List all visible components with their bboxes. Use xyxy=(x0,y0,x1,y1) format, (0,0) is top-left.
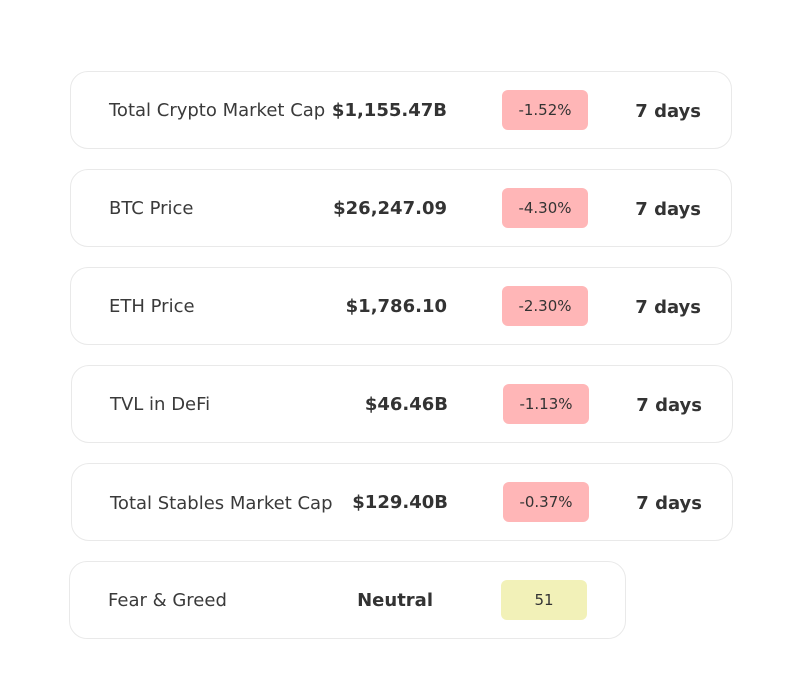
period-label: 7 days xyxy=(635,101,701,122)
metric-label: Total Crypto Market Cap xyxy=(109,100,326,121)
period-label: 7 days xyxy=(635,297,701,318)
change-badge: -1.13% xyxy=(503,384,589,424)
metric-label: Total Stables Market Cap xyxy=(110,493,333,514)
metric-label: TVL in DeFi xyxy=(110,394,211,415)
metric-card-total-stables-market-cap: Total Stables Market Cap $129.40B -0.37%… xyxy=(71,463,733,541)
fear-greed-card: Fear & Greed Neutral 51 xyxy=(69,561,626,639)
period-label: 7 days xyxy=(636,493,702,514)
change-badge: -1.52% xyxy=(502,90,588,130)
period-label: 7 days xyxy=(636,395,702,416)
metric-value: $46.46B xyxy=(364,394,448,415)
metric-card-total-crypto-market-cap: Total Crypto Market Cap $1,155.47B -1.52… xyxy=(70,71,732,149)
change-badge: -0.37% xyxy=(503,482,589,522)
metric-label: BTC Price xyxy=(109,198,194,219)
metric-value: $1,786.10 xyxy=(345,296,447,317)
metric-card-tvl-in-defi: TVL in DeFi $46.46B -1.13% 7 days xyxy=(71,365,733,443)
change-badge: -2.30% xyxy=(502,286,588,326)
metric-label: ETH Price xyxy=(109,296,195,317)
change-badge: -4.30% xyxy=(502,188,588,228)
period-label: 7 days xyxy=(635,199,701,220)
metric-card-btc-price: BTC Price $26,247.09 -4.30% 7 days xyxy=(70,169,732,247)
metric-card-eth-price: ETH Price $1,786.10 -2.30% 7 days xyxy=(70,267,732,345)
fear-greed-sentiment: Neutral xyxy=(357,590,433,611)
metric-value: $1,155.47B xyxy=(331,100,447,121)
metric-value: $129.40B xyxy=(352,492,448,513)
metric-value: $26,247.09 xyxy=(333,198,447,219)
fear-greed-score-badge: 51 xyxy=(501,580,587,620)
fear-greed-label: Fear & Greed xyxy=(108,590,227,611)
